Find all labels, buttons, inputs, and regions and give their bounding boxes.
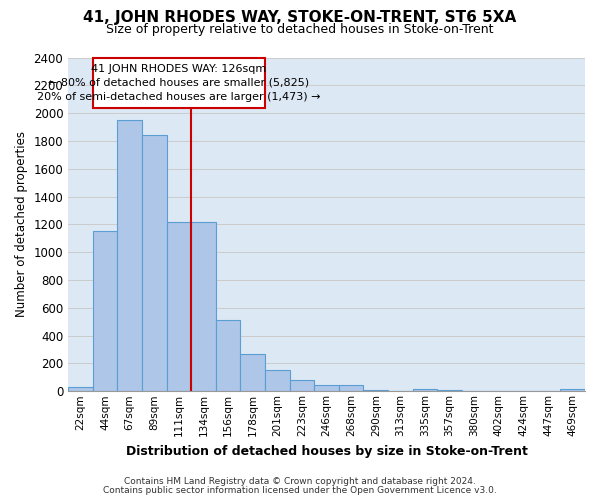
Text: Contains HM Land Registry data © Crown copyright and database right 2024.: Contains HM Land Registry data © Crown c… xyxy=(124,477,476,486)
Bar xyxy=(364,390,388,392)
Bar xyxy=(265,370,290,392)
Bar xyxy=(142,136,167,392)
Bar xyxy=(241,354,265,392)
Bar xyxy=(413,389,437,392)
Text: Contains public sector information licensed under the Open Government Licence v3: Contains public sector information licen… xyxy=(103,486,497,495)
X-axis label: Distribution of detached houses by size in Stoke-on-Trent: Distribution of detached houses by size … xyxy=(125,444,527,458)
Y-axis label: Number of detached properties: Number of detached properties xyxy=(15,132,28,318)
Bar xyxy=(388,390,413,392)
Bar xyxy=(93,58,265,108)
Bar xyxy=(216,320,241,392)
Bar xyxy=(290,380,314,392)
Bar xyxy=(68,387,93,392)
Bar xyxy=(314,384,339,392)
Text: 41, JOHN RHODES WAY, STOKE-ON-TRENT, ST6 5XA: 41, JOHN RHODES WAY, STOKE-ON-TRENT, ST6… xyxy=(83,10,517,25)
Text: ← 80% of detached houses are smaller (5,825): ← 80% of detached houses are smaller (5,… xyxy=(49,78,310,88)
Bar xyxy=(93,232,118,392)
Bar xyxy=(167,222,191,392)
Bar xyxy=(191,222,216,392)
Bar xyxy=(437,390,462,392)
Bar xyxy=(339,386,364,392)
Bar xyxy=(560,389,585,392)
Bar xyxy=(118,120,142,392)
Text: Size of property relative to detached houses in Stoke-on-Trent: Size of property relative to detached ho… xyxy=(106,22,494,36)
Text: 20% of semi-detached houses are larger (1,473) →: 20% of semi-detached houses are larger (… xyxy=(37,92,320,102)
Bar xyxy=(462,390,487,392)
Text: 41 JOHN RHODES WAY: 126sqm: 41 JOHN RHODES WAY: 126sqm xyxy=(91,64,266,74)
